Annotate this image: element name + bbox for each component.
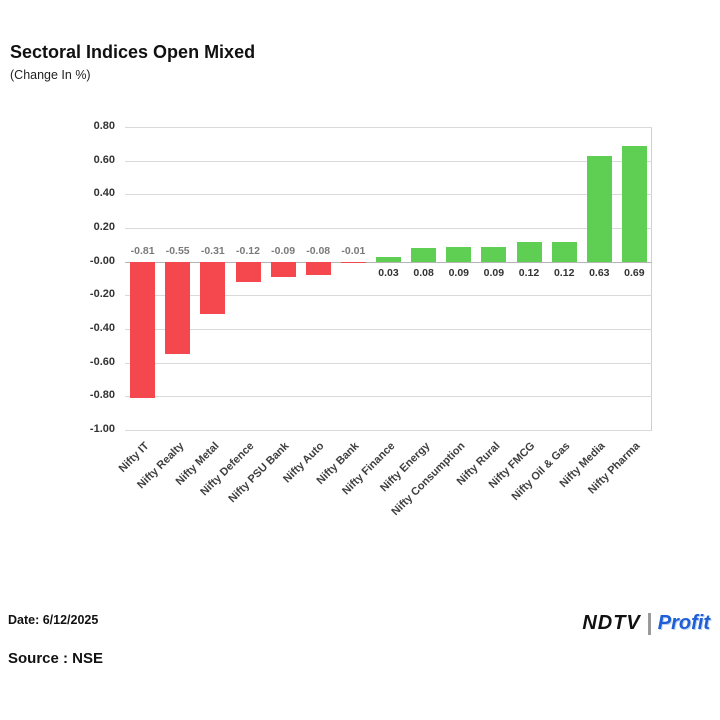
chart-subtitle: (Change In %) <box>10 68 91 82</box>
bar-nifty-bank <box>340 261 366 264</box>
bar-nifty-metal <box>200 261 226 314</box>
bar-chart-plot-area: 0.80 0.60 0.40 0.20 -0.00 -0.20 -0.40 -0.60 -0.8… <box>90 120 652 518</box>
bar-value-label: 0.03 <box>378 266 399 279</box>
bar-value-label: -0.12 <box>236 244 260 257</box>
bar-nifty-pharma <box>621 145 647 262</box>
source-label: Source : NSE <box>8 650 104 667</box>
y-axis-tick-label: 0.40 <box>93 187 115 200</box>
gridline <box>125 261 652 263</box>
profit-logo-text: Profit <box>657 612 710 634</box>
bar-value-label: -0.08 <box>306 244 331 257</box>
bar-value-label: 0.09 <box>448 266 470 279</box>
bar-nifty-realty <box>165 261 191 355</box>
bar-nifty-rural <box>481 246 507 262</box>
gridline <box>125 228 652 229</box>
gridline <box>125 160 652 162</box>
bar-value-label: -0.81 <box>130 244 155 257</box>
vertical-bar-icon <box>647 612 651 635</box>
ndtv-logo-text: NDTV <box>582 612 641 634</box>
y-axis-tick-label: -1.00 <box>89 423 115 435</box>
bar-value-label: 0.69 <box>624 266 645 279</box>
plot-right-border <box>651 127 652 430</box>
bar-nifty-media <box>586 155 612 262</box>
bar-nifty-fmcg <box>516 241 542 262</box>
bar-value-label: 0.08 <box>413 266 434 279</box>
chart-title: Sectoral Indices Open Mixed <box>10 42 256 62</box>
y-axis-tick-label: -0.40 <box>89 322 115 334</box>
bar-nifty-psu-bank <box>270 261 296 277</box>
gridline <box>125 396 652 398</box>
bar-nifty-energy <box>411 248 437 262</box>
gridline <box>125 194 652 196</box>
gridline <box>125 362 652 364</box>
bar-value-label: -0.09 <box>271 244 296 257</box>
y-axis-tick-label: -0.20 <box>89 288 115 301</box>
bar-nifty-auto <box>305 261 331 276</box>
bar-nifty-it <box>130 261 156 398</box>
gridline <box>125 127 652 128</box>
y-axis-tick-label: -0.60 <box>89 355 115 368</box>
gridline <box>125 295 652 297</box>
ndtv-profit-logo: NDTV Profit <box>582 612 710 635</box>
y-axis-tick-label: 0.20 <box>93 221 115 233</box>
y-axis-tick-label: -0.80 <box>89 389 115 402</box>
bar-value-label: -0.55 <box>165 244 190 257</box>
bar-value-label: 0.12 <box>518 266 540 279</box>
y-axis-tick-label: 0.80 <box>93 120 115 132</box>
bar-nifty-consumption <box>446 246 472 262</box>
gridline <box>125 329 652 330</box>
y-axis-tick-label: 0.60 <box>93 153 115 166</box>
date-label: Date: 6/12/2025 <box>8 613 99 627</box>
bar-nifty-finance <box>376 256 401 262</box>
bar-value-label: 0.09 <box>483 266 505 279</box>
bar-value-label: 0.12 <box>553 266 575 279</box>
bar-nifty-oil-gas <box>551 241 577 262</box>
gridline <box>125 430 652 431</box>
bar-value-label: -0.01 <box>341 244 366 257</box>
bar-value-label: 0.63 <box>589 266 610 279</box>
bar-nifty-defence <box>235 261 261 282</box>
y-axis-tick-label: -0.00 <box>89 254 115 267</box>
bar-value-label: -0.31 <box>200 244 225 257</box>
